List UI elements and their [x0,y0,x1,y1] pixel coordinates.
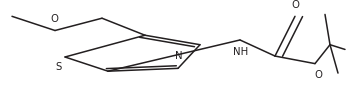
Text: N: N [175,51,183,61]
Text: NH: NH [233,47,248,57]
Text: O: O [50,14,58,24]
Text: S: S [55,62,61,72]
Text: O: O [315,70,322,80]
Text: O: O [291,0,299,10]
